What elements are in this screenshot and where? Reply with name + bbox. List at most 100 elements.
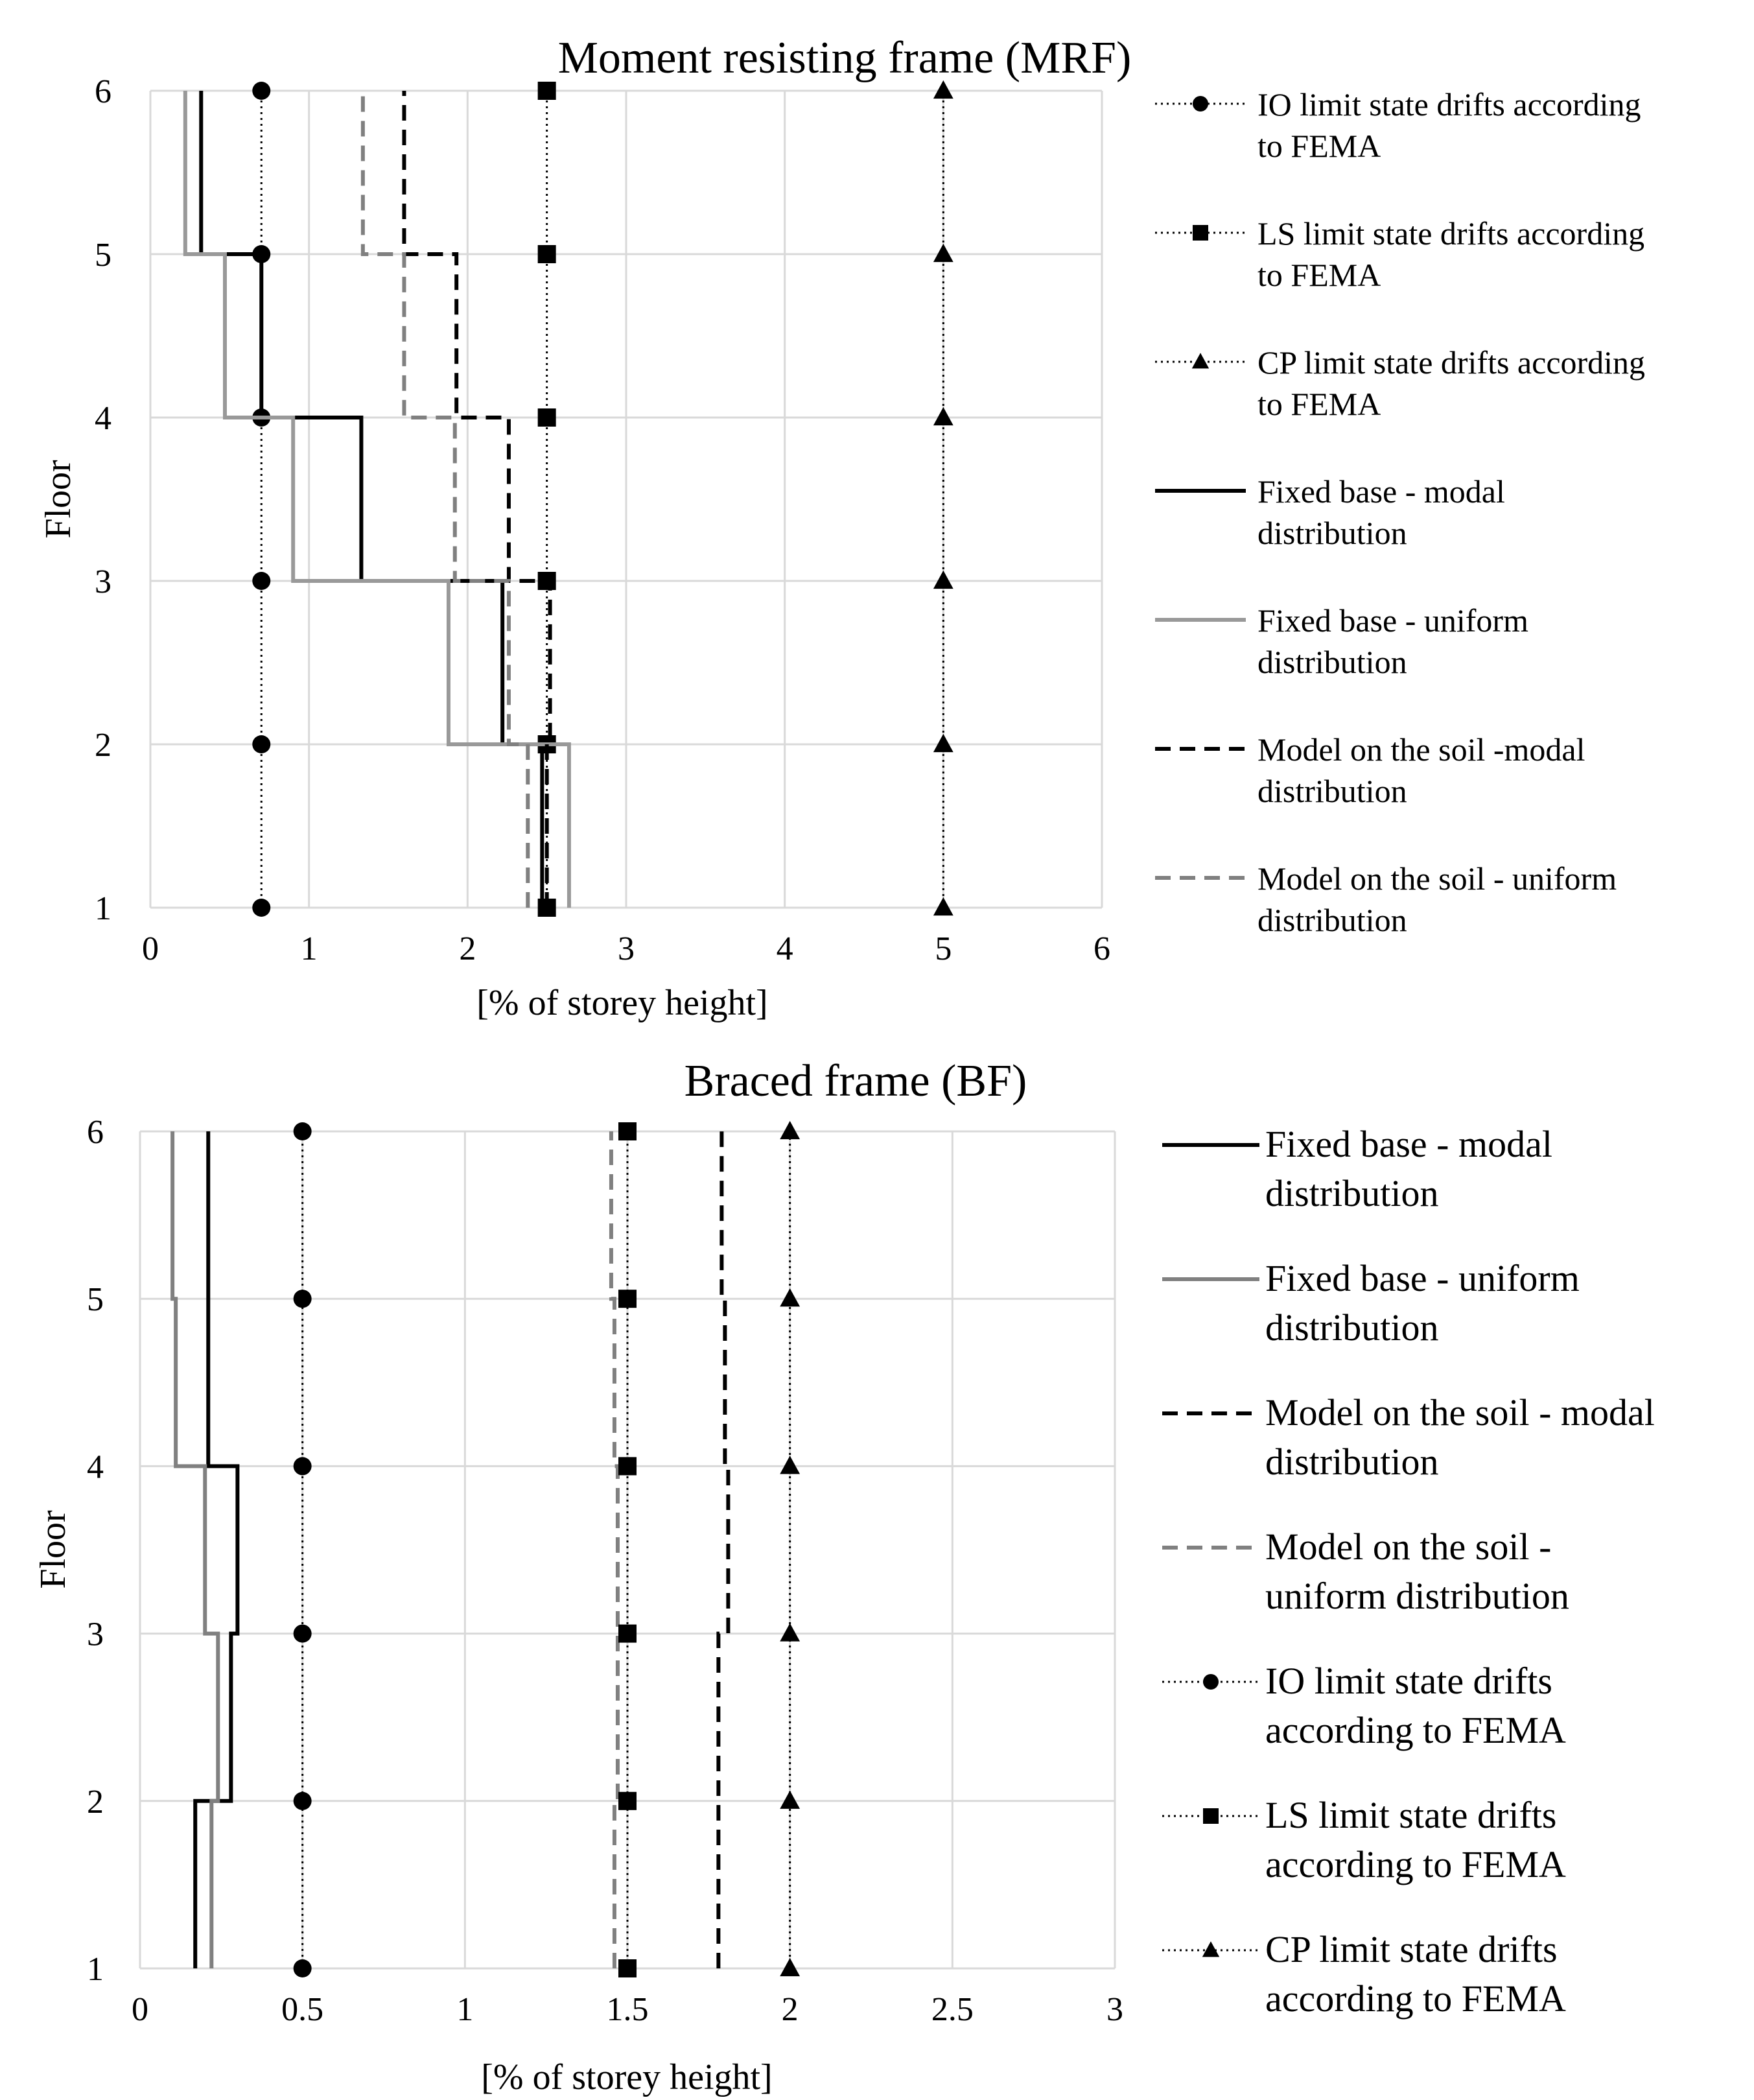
bf-circle-marker xyxy=(293,1624,312,1643)
mrf-x-tick-label: 6 xyxy=(1093,930,1110,967)
bf-y-tick-label: 6 xyxy=(87,1114,104,1151)
bf-step-line xyxy=(193,1131,240,1968)
bf-triangle-marker xyxy=(780,1957,801,1977)
bf-legend-item: Fixed base - modal distribution xyxy=(1162,1123,1552,1214)
bf-y-tick-label: 2 xyxy=(87,1784,104,1821)
bf-legend-triangle-marker xyxy=(1202,1941,1220,1957)
mrf-x-tick-label: 3 xyxy=(618,930,635,967)
bf-triangle-marker xyxy=(780,1288,801,1307)
bf-legend-label: according to FEMA xyxy=(1265,1843,1566,1885)
mrf-legend-label: CP limit state drifts according xyxy=(1257,344,1645,381)
mrf-circle-marker xyxy=(252,735,271,753)
bf-chart: Braced frame (BF) 0 0.5 1 1.5 2 2.5 3 1 2 3 4 5 6 [… xyxy=(33,1056,1655,2097)
mrf-series-0 xyxy=(252,82,271,917)
bf-series-6 xyxy=(780,1120,801,1977)
bf-legend-label: Fixed base - modal xyxy=(1265,1123,1552,1165)
mrf-circle-marker xyxy=(252,899,271,917)
mrf-triangle-marker xyxy=(933,243,953,263)
bf-legend-item: Model on the soil - modal distribution xyxy=(1162,1391,1655,1483)
mrf-x-axis-label: [% of storey height] xyxy=(476,983,767,1023)
mrf-triangle-marker xyxy=(933,407,953,426)
bf-y-axis-label: Floor xyxy=(33,1510,73,1589)
bf-circle-marker xyxy=(293,1122,312,1140)
bf-step-line xyxy=(716,1131,731,1968)
bf-legend-label: LS limit state drifts xyxy=(1265,1794,1556,1836)
mrf-legend-square-marker xyxy=(1193,225,1208,241)
mrf-y-tick-label: 3 xyxy=(95,563,111,600)
bf-square-marker xyxy=(618,1457,637,1476)
bf-series-2 xyxy=(716,1131,731,1968)
bf-x-tick-label: 0 xyxy=(132,1991,148,2028)
bf-x-tick-label: 0.5 xyxy=(281,1991,323,2028)
mrf-y-tick-label: 1 xyxy=(95,890,111,927)
bf-triangle-marker xyxy=(780,1456,801,1474)
mrf-legend-label: distribution xyxy=(1257,902,1407,938)
mrf-legend-label: Model on the soil -modal xyxy=(1257,731,1585,768)
mrf-legend-item: Fixed base - uniform distribution xyxy=(1155,602,1528,680)
mrf-legend-item: Fixed base - modal distribution xyxy=(1155,473,1505,551)
bf-legend-label: distribution xyxy=(1265,1306,1438,1349)
mrf-series-6 xyxy=(360,91,530,908)
bf-legend-item: CP limit state drifts according to FEMA xyxy=(1162,1928,1566,2020)
bf-legend-label: Fixed base - uniform xyxy=(1265,1257,1580,1299)
mrf-legend-item: LS limit state drifts according to FEMA xyxy=(1155,215,1644,293)
mrf-y-tick-labels: 1 2 3 4 5 6 xyxy=(95,73,111,927)
mrf-step-line xyxy=(360,91,530,908)
mrf-x-tick-label: 0 xyxy=(142,930,159,967)
mrf-step-line xyxy=(402,91,552,908)
mrf-legend-item: CP limit state drifts according to FEMA xyxy=(1155,344,1645,422)
bf-x-tick-label: 2.5 xyxy=(931,1991,974,2028)
mrf-legend-label: LS limit state drifts according xyxy=(1257,215,1644,252)
bf-x-tick-label: 1.5 xyxy=(607,1991,649,2028)
mrf-circle-marker xyxy=(252,82,271,100)
mrf-legend-label: to FEMA xyxy=(1257,386,1381,422)
bf-square-marker xyxy=(618,1122,637,1140)
bf-series-4 xyxy=(293,1122,312,1977)
mrf-legend-item: IO limit state drifts according to FEMA xyxy=(1155,86,1641,164)
bf-y-tick-label: 3 xyxy=(87,1616,104,1653)
mrf-square-marker xyxy=(537,82,556,100)
mrf-legend-item: Model on the soil - uniform distribution xyxy=(1155,860,1617,938)
mrf-triangle-marker xyxy=(933,897,953,916)
bf-series-1 xyxy=(170,1131,220,1968)
bf-circle-marker xyxy=(293,1959,312,1977)
bf-y-tick-label: 1 xyxy=(87,1951,104,1988)
bf-triangle-marker xyxy=(780,1623,801,1642)
mrf-y-tick-label: 2 xyxy=(95,727,111,764)
bf-x-axis-label: [% of storey height] xyxy=(481,2057,772,2097)
bf-legend-item: Model on the soil - uniform distribution xyxy=(1162,1526,1569,1617)
bf-square-marker xyxy=(618,1791,637,1810)
bf-legend-label: Model on the soil - xyxy=(1265,1526,1551,1568)
mrf-triangle-marker xyxy=(933,733,953,753)
bf-legend-label: distribution xyxy=(1265,1172,1438,1214)
mrf-triangle-marker xyxy=(933,80,953,99)
mrf-square-marker xyxy=(537,408,556,427)
bf-legend-label: CP limit state drifts xyxy=(1265,1928,1558,1970)
mrf-triangle-marker xyxy=(933,570,953,589)
bf-chart-title: Braced frame (BF) xyxy=(684,1056,1027,1106)
bf-triangle-marker xyxy=(780,1120,801,1140)
mrf-legend-label: Fixed base - uniform xyxy=(1257,602,1528,639)
bf-legend-label: according to FEMA xyxy=(1265,1709,1566,1751)
mrf-y-tick-label: 6 xyxy=(95,73,111,110)
bf-legend-item: IO limit state drifts according to FEMA xyxy=(1162,1660,1566,1751)
bf-legend-label: IO limit state drifts xyxy=(1265,1660,1552,1702)
mrf-legend-triangle-marker xyxy=(1191,353,1210,369)
bf-y-tick-label: 4 xyxy=(87,1448,104,1485)
bf-square-marker xyxy=(618,1624,637,1643)
bf-legend-label: distribution xyxy=(1265,1441,1438,1483)
mrf-legend-label: to FEMA xyxy=(1257,128,1381,164)
mrf-y-axis-label: Floor xyxy=(38,460,78,539)
bf-square-marker xyxy=(618,1290,637,1308)
mrf-chart-title: Moment resisting frame (MRF) xyxy=(558,33,1132,83)
bf-legend-label: uniform distribution xyxy=(1265,1575,1569,1617)
bf-series-0 xyxy=(193,1131,240,1968)
bf-circle-marker xyxy=(293,1290,312,1308)
bf-x-tick-labels: 0 0.5 1 1.5 2 2.5 3 xyxy=(132,1991,1123,2028)
bf-series xyxy=(170,1120,801,1977)
mrf-series-5 xyxy=(402,91,552,908)
mrf-circle-marker xyxy=(252,572,271,590)
mrf-legend-label: Model on the soil - uniform xyxy=(1257,860,1617,897)
bf-series-3 xyxy=(609,1131,620,1968)
